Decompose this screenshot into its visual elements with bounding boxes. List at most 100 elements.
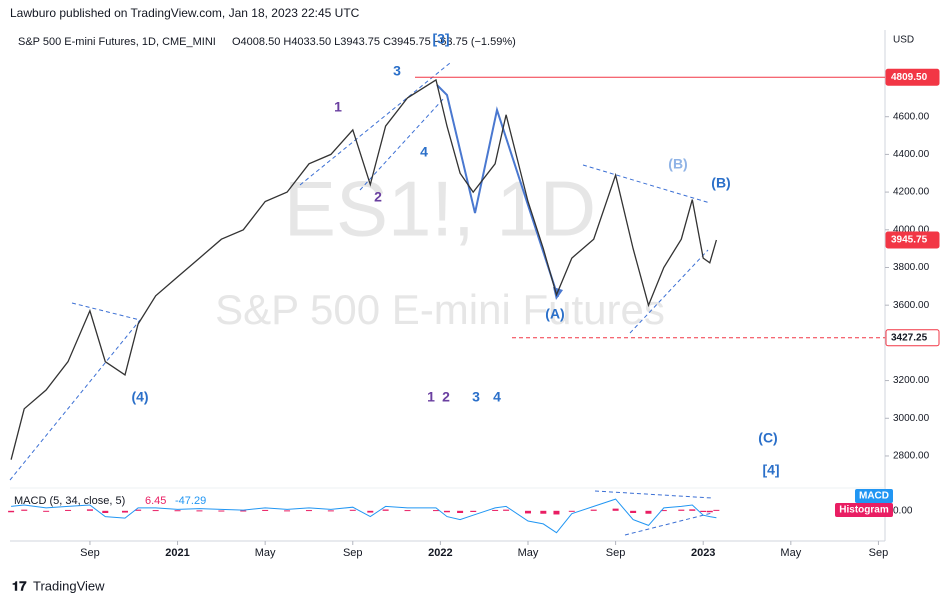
x-tick-label: Sep — [343, 547, 363, 559]
histogram-bar — [262, 509, 269, 511]
trendlines — [9, 62, 713, 536]
histogram-bar — [553, 510, 560, 515]
x-tick-label: Sep — [80, 547, 100, 559]
wave-label: 2 — [374, 189, 382, 205]
histogram-bar — [43, 510, 50, 512]
wave-label: 1 — [334, 99, 342, 115]
legend-tag — [835, 503, 893, 517]
histogram-bar — [660, 510, 667, 512]
histogram-bar — [524, 510, 531, 514]
wave-label: 3 — [472, 389, 480, 405]
brand: TradingView — [33, 578, 105, 593]
wave-label: 2 — [442, 389, 450, 405]
histogram-bar — [8, 510, 15, 513]
histogram-bar — [457, 510, 464, 513]
x-tick-label: May — [780, 547, 801, 559]
wave-label: (B) — [711, 175, 730, 191]
level-label: 4809.50 — [891, 72, 928, 83]
histogram-bar — [65, 509, 72, 511]
y-tick-label: 3800.00 — [893, 262, 930, 273]
histogram-bar — [284, 510, 291, 512]
histogram-bar — [135, 509, 142, 511]
watermark-symbol: ES1!, 1D — [284, 165, 596, 253]
histogram-bar — [174, 510, 181, 512]
level-tag — [885, 329, 940, 347]
histogram-bar — [327, 510, 334, 512]
x-tick-label: Sep — [869, 547, 889, 559]
watermark: ES1!, 1D S&P 500 E-mini Futures — [215, 165, 665, 333]
histogram-bar — [382, 509, 389, 511]
histogram-bar — [121, 510, 128, 513]
histogram-bar — [443, 510, 450, 513]
histogram-bar — [678, 509, 685, 511]
price-line — [10, 78, 718, 460]
histogram-bar — [492, 509, 499, 511]
ohlc: O4008.50 H4033.50 L3943.75 C3945.75 −63.… — [232, 36, 516, 48]
wave-label: (A) — [545, 306, 564, 322]
histogram-bar — [305, 510, 312, 512]
y-tick-label: 4400.00 — [893, 149, 930, 160]
x-tick-label: 2023 — [691, 547, 715, 559]
histogram-bar — [240, 510, 247, 512]
watermark-name: S&P 500 E-mini Futures — [215, 286, 665, 333]
histogram-bar — [713, 509, 720, 511]
y-tick-label: 3200.00 — [893, 375, 930, 386]
x-tick-label: 2022 — [428, 547, 452, 559]
y-tick-label: 0.00 — [893, 505, 913, 516]
level-label: 3945.75 — [891, 235, 928, 246]
wave-label: 1 — [427, 389, 435, 405]
legend-label: MACD — [859, 491, 889, 502]
x-tick-label: 2021 — [165, 547, 189, 559]
brand-logo: 𝟏𝟕 — [12, 578, 27, 593]
level-tag — [885, 231, 940, 249]
y-tick-label: 2800.00 — [893, 451, 930, 462]
legend-tag — [855, 489, 893, 503]
wave-label: 4 — [493, 389, 501, 405]
y-tick-label: 4000.00 — [893, 224, 930, 235]
histogram-bar — [152, 510, 159, 512]
currency: USD — [893, 35, 914, 46]
histogram-bar — [433, 510, 440, 512]
histogram-bar — [540, 510, 547, 514]
histogram-bar — [612, 508, 619, 511]
histogram-bar — [689, 509, 696, 511]
macd-readout: -47.29 — [175, 495, 206, 507]
histogram-bar — [645, 510, 652, 514]
histogram-bar — [102, 510, 109, 513]
histogram-bar — [706, 510, 713, 513]
histogram-bar — [86, 509, 93, 511]
level-tag — [885, 68, 940, 86]
histogram-bar — [367, 510, 374, 513]
macd-line — [11, 498, 717, 534]
plot: Sep 2021 May Sep 2022 May Sep 2023 May Sep 2800.00… — [8, 31, 940, 559]
wave-label: (B) — [668, 156, 687, 172]
histogram-bar — [700, 510, 707, 512]
histogram-bar — [503, 509, 510, 511]
wave-label: 3 — [393, 63, 401, 79]
histogram-bar — [196, 510, 203, 512]
histogram-bar — [218, 510, 225, 512]
histogram-bar — [590, 509, 597, 511]
wave-label: [4] — [762, 462, 779, 478]
x-tick-label: May — [518, 547, 539, 559]
wave-label: 4 — [420, 144, 428, 160]
legend-label: Histogram — [839, 505, 889, 516]
x-tick-label: Sep — [606, 547, 626, 559]
histogram-bar — [568, 510, 575, 512]
histogram-bar — [21, 509, 28, 511]
y-tick-label: 4600.00 — [893, 111, 930, 122]
histogram-bar — [404, 510, 411, 512]
histogram-bar — [470, 510, 477, 512]
wave-label: (C) — [758, 430, 777, 446]
wave-drawing — [436, 84, 559, 298]
wave-label: (4) — [131, 389, 148, 405]
y-tick-label: 3000.00 — [893, 413, 930, 424]
macd-readout: 6.45 — [145, 495, 166, 507]
y-tick-label: 3600.00 — [893, 300, 930, 311]
macd-label: MACD (5, 34, close, 5) — [14, 495, 125, 507]
level-label: 3427.25 — [891, 332, 928, 343]
histogram-bar — [630, 510, 637, 513]
y-tick-label: 4200.00 — [893, 187, 930, 198]
wave-label: [3] — [432, 31, 449, 47]
